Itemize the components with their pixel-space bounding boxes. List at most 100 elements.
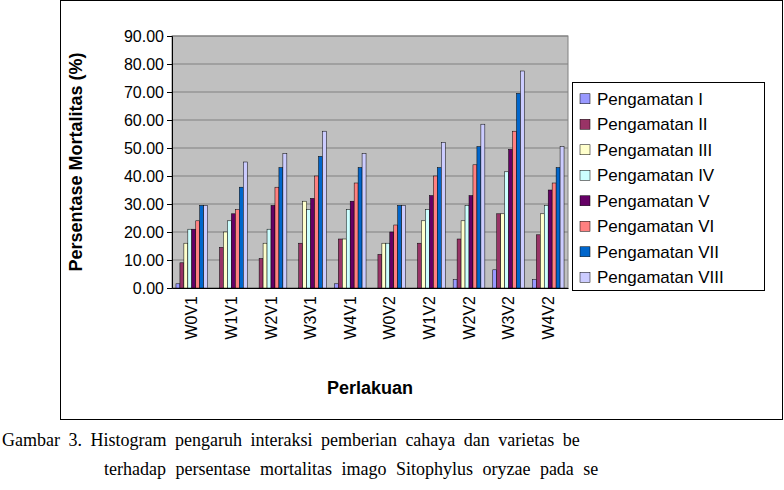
bar — [433, 176, 437, 288]
grid — [172, 36, 568, 288]
y-axis-title: Persentase Mortalitas (%) — [66, 52, 86, 271]
bar — [223, 232, 227, 288]
bar — [362, 154, 366, 288]
x-tick-label: W4V1 — [342, 296, 359, 340]
legend-swatch — [580, 247, 590, 257]
y-tick-label: 60.00 — [124, 112, 164, 129]
x-tick: W3V2 — [500, 288, 517, 340]
grid-line — [172, 64, 568, 65]
bar — [354, 183, 358, 288]
bar — [544, 205, 548, 288]
legend-label: Pengamatan III — [597, 141, 712, 160]
bar — [386, 243, 390, 288]
bar — [465, 205, 469, 288]
legend-item: Pengamatan VI — [580, 217, 714, 236]
y-tick-mark — [167, 176, 172, 177]
grid-line — [172, 148, 568, 149]
bar — [239, 187, 243, 288]
y-tick-label: 50.00 — [124, 140, 164, 157]
y-tick: 10.00 — [124, 252, 172, 269]
y-tick: 0.00 — [133, 280, 172, 297]
y-tick: 80.00 — [124, 56, 172, 73]
y-tick-label: 0.00 — [133, 280, 164, 297]
bar — [283, 154, 287, 288]
bar — [540, 214, 544, 288]
bar — [382, 243, 386, 288]
y-axis: 0.0010.0020.0030.0040.0050.0060.0070.008… — [124, 28, 173, 297]
y-axis-line — [167, 37, 173, 289]
bar — [231, 214, 235, 288]
legend-item: Pengamatan III — [580, 141, 712, 160]
legend-swatch — [580, 221, 590, 231]
bar — [259, 259, 263, 288]
x-axis-line — [173, 288, 569, 289]
bar — [497, 214, 501, 288]
x-tick-label: W3V2 — [500, 296, 517, 340]
y-tick-label: 70.00 — [124, 84, 164, 101]
legend-swatch — [580, 170, 590, 180]
x-tick: W1V2 — [421, 288, 438, 340]
y-tick-label: 90.00 — [124, 28, 164, 45]
legend-item: Pengamatan V — [580, 192, 710, 211]
bar — [437, 168, 441, 288]
y-tick: 60.00 — [124, 112, 172, 129]
bar — [275, 187, 279, 288]
bar — [319, 156, 323, 288]
legend-item: Pengamatan I — [580, 90, 703, 109]
legend-label: Pengamatan IV — [597, 166, 715, 185]
bar — [180, 263, 184, 288]
bar — [469, 196, 473, 288]
x-tick-label: W3V1 — [302, 296, 319, 340]
bar — [414, 288, 418, 289]
bar-series — [192, 149, 552, 288]
y-tick-label: 80.00 — [124, 56, 164, 73]
y-tick-mark — [167, 288, 172, 289]
bar — [520, 71, 524, 288]
bar — [501, 214, 505, 288]
x-tick-label: W0V1 — [183, 296, 200, 340]
bar — [536, 235, 540, 288]
legend-swatch — [580, 119, 590, 129]
bar — [505, 172, 509, 288]
y-tick: 50.00 — [124, 140, 172, 157]
legend-item: Pengamatan VII — [580, 243, 719, 262]
bar — [517, 93, 521, 288]
x-tick-label: W2V1 — [263, 296, 280, 340]
bar — [418, 243, 422, 288]
bar-series — [188, 172, 548, 288]
bar — [279, 168, 283, 288]
bar — [184, 243, 188, 288]
y-tick-label: 10.00 — [124, 252, 164, 269]
bar — [295, 288, 299, 289]
bar — [188, 229, 192, 288]
x-tick: W2V2 — [461, 288, 478, 340]
bar — [378, 254, 382, 288]
bar — [346, 210, 350, 288]
bar — [532, 280, 536, 288]
y-tick-mark — [167, 64, 172, 65]
x-tick-label: W4V2 — [540, 296, 557, 340]
bar — [338, 239, 342, 288]
bar — [429, 196, 433, 288]
plot-background — [172, 36, 568, 288]
bar — [394, 225, 398, 288]
y-tick-mark — [167, 204, 172, 205]
y-tick-label: 40.00 — [124, 168, 164, 185]
bar — [220, 247, 224, 288]
bar — [267, 229, 271, 288]
bar — [176, 284, 180, 288]
bar — [243, 162, 247, 288]
bar — [334, 284, 338, 288]
x-axis: W0V1W1V1W2V1W3V1W4V1W0V2W1V2W2V2W3V2W4V2 — [173, 288, 569, 340]
bar — [235, 210, 239, 288]
legend-swatch — [580, 94, 590, 104]
bar-series — [204, 71, 564, 288]
y-tick-mark — [167, 120, 172, 121]
x-axis-title: Perlakuan — [327, 378, 413, 398]
x-tick: W0V1 — [183, 288, 200, 340]
bar — [473, 165, 477, 288]
bar — [374, 288, 378, 289]
bar — [358, 168, 362, 288]
caption: terhadap persentase mortalitas imago Sit… — [104, 459, 598, 479]
x-tick: W4V1 — [342, 288, 359, 340]
